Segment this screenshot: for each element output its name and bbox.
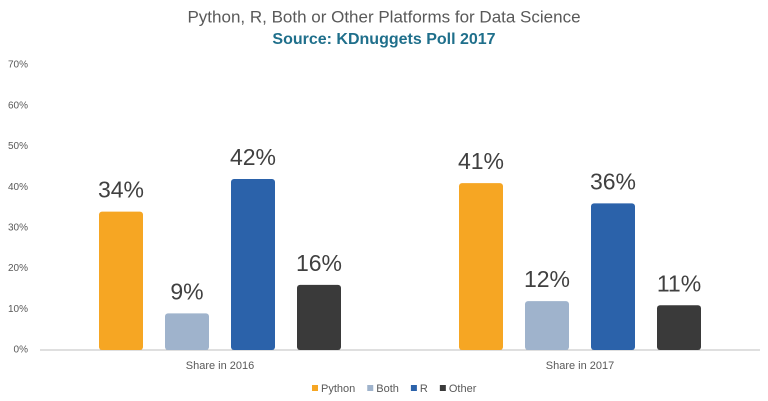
- y-tick-label: 50%: [8, 141, 28, 152]
- y-tick-label: 10%: [8, 304, 28, 315]
- legend-label: Both: [376, 383, 399, 395]
- x-tick-label: Share in 2017: [546, 360, 615, 372]
- legend-marker: [312, 385, 318, 391]
- y-tick-label: 40%: [8, 182, 28, 193]
- bar: [525, 301, 569, 350]
- value-label: 9%: [170, 278, 203, 304]
- y-tick-label: 0%: [14, 345, 29, 356]
- bar: [99, 211, 143, 350]
- y-tick-label: 70%: [8, 60, 28, 71]
- bar: [165, 313, 209, 350]
- chart-subtitle: Source: KDnuggets Poll 2017: [272, 31, 495, 48]
- value-label: 42%: [230, 144, 276, 170]
- bar: [657, 305, 701, 350]
- value-label: 36%: [590, 169, 636, 195]
- legend-label: Python: [321, 383, 355, 395]
- value-label: 34%: [98, 177, 144, 203]
- y-tick-label: 30%: [8, 222, 28, 233]
- x-tick-label: Share in 2016: [186, 360, 255, 372]
- value-label: 16%: [296, 250, 342, 276]
- legend-label: R: [420, 383, 428, 395]
- legend-label: Other: [449, 383, 477, 395]
- bar: [231, 179, 275, 350]
- y-tick-label: 20%: [8, 263, 28, 274]
- bar: [297, 284, 341, 350]
- value-label: 12%: [524, 266, 570, 292]
- bar: [459, 183, 503, 350]
- legend-marker: [410, 385, 417, 391]
- legend-marker: [439, 385, 446, 391]
- value-label: 41%: [458, 148, 504, 174]
- bar: [591, 203, 635, 350]
- legend-marker: [367, 385, 374, 391]
- value-label: 11%: [657, 270, 701, 296]
- chart-title: Python, R, Both or Other Platforms for D…: [187, 7, 580, 26]
- y-tick-label: 60%: [8, 100, 28, 111]
